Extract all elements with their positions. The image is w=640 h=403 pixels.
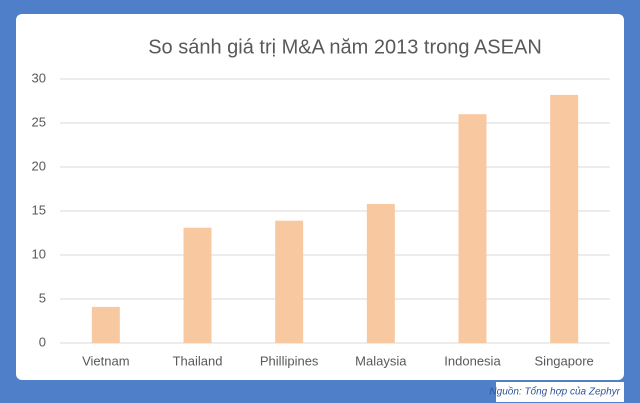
x-tick-label: Singapore bbox=[535, 353, 594, 368]
source-note: Nguồn: Tổng hợp của Zephyr bbox=[489, 386, 620, 398]
bar bbox=[91, 306, 120, 343]
bar bbox=[366, 203, 395, 343]
x-tick-label: Indonesia bbox=[444, 353, 501, 368]
bar bbox=[550, 94, 579, 343]
y-tick-label: 10 bbox=[32, 246, 46, 261]
x-tick-label: Thailand bbox=[173, 353, 223, 368]
bar bbox=[458, 114, 487, 343]
y-tick-label: 25 bbox=[32, 114, 46, 129]
y-tick-label: 15 bbox=[32, 202, 46, 217]
x-tick-label: Phillipines bbox=[260, 353, 319, 368]
source-box bbox=[496, 382, 624, 402]
bar bbox=[183, 227, 212, 343]
bar bbox=[275, 220, 304, 343]
y-tick-label: 20 bbox=[32, 158, 46, 173]
chart-title: So sánh giá trị M&A năm 2013 trong ASEAN bbox=[148, 36, 542, 58]
x-tick-label: Malaysia bbox=[355, 353, 407, 368]
y-tick-label: 30 bbox=[32, 70, 46, 85]
y-tick-label: 5 bbox=[39, 290, 46, 305]
y-tick-label: 0 bbox=[39, 334, 46, 349]
x-tick-label: Vietnam bbox=[82, 353, 129, 368]
